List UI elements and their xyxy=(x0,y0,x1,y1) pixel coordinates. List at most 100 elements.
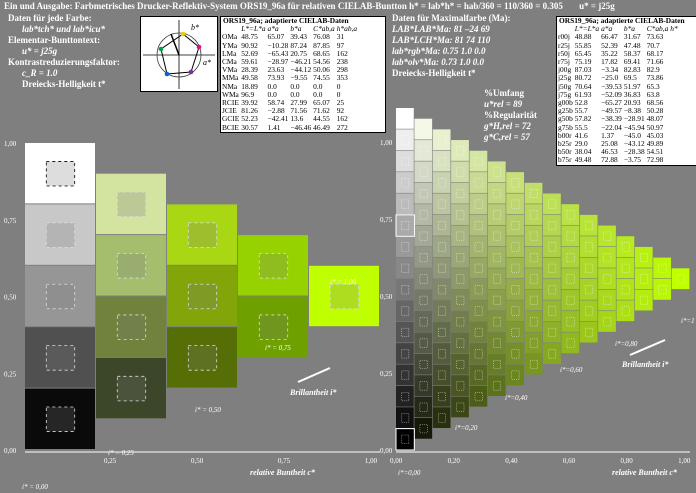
color-patch xyxy=(635,268,653,289)
y-tick-label: 1,00 xyxy=(4,140,17,148)
color-patch xyxy=(451,311,469,332)
sample-patch xyxy=(117,376,145,401)
sample-patch xyxy=(188,284,216,309)
color-patch xyxy=(433,322,451,343)
y-tick-label: 0,25 xyxy=(4,370,17,378)
color-patch xyxy=(396,236,414,257)
y-tick-label: 0,25 xyxy=(380,370,393,378)
color-patch xyxy=(414,290,432,311)
brilliance-label: i* = 1,00 xyxy=(330,278,356,286)
color-patch xyxy=(396,172,414,193)
x-tick-label: 0,75 xyxy=(278,457,291,465)
color-patch xyxy=(414,161,432,182)
color-patch xyxy=(396,365,414,386)
sample-patch xyxy=(188,346,216,371)
y-tick-label: 0,75 xyxy=(4,217,17,225)
color-patch xyxy=(470,279,488,300)
x-tick-label: 0,80 xyxy=(620,457,633,465)
color-patch xyxy=(506,258,524,279)
sample-patch xyxy=(330,284,358,309)
color-patch xyxy=(580,279,598,300)
color-patch xyxy=(488,183,506,204)
color-patch xyxy=(635,247,653,268)
color-patch xyxy=(561,268,579,289)
color-patch xyxy=(506,236,524,257)
x-tick-label: 0,20 xyxy=(448,457,461,465)
sample-patch xyxy=(46,161,74,186)
color-patch xyxy=(525,183,543,204)
color-patch xyxy=(433,279,451,300)
color-patch xyxy=(580,322,598,343)
brilliance-label: i*=0,00 xyxy=(398,469,421,477)
brilliance-label: i* = 0,00 xyxy=(22,483,48,491)
color-patch xyxy=(451,354,469,375)
color-patch xyxy=(488,268,506,289)
sample-patch xyxy=(46,407,74,432)
color-patch xyxy=(470,151,488,172)
brilliance-label: i*=0,20 xyxy=(455,424,478,432)
color-patch xyxy=(506,365,524,386)
color-patch xyxy=(433,215,451,236)
color-patch xyxy=(598,247,616,268)
color-patch xyxy=(598,226,616,247)
color-patch xyxy=(433,258,451,279)
sample-patch xyxy=(46,346,74,371)
color-patch xyxy=(525,268,543,289)
color-patch xyxy=(396,215,414,236)
brilliance-label: i*=0,80 xyxy=(615,340,638,348)
color-patch xyxy=(525,311,543,332)
color-patch xyxy=(580,300,598,321)
color-patch xyxy=(488,161,506,182)
color-patch xyxy=(561,290,579,311)
color-patch xyxy=(414,247,432,268)
y-tick-label: 0,50 xyxy=(4,294,17,302)
color-patch xyxy=(414,119,432,140)
y-tick-label: 0,00 xyxy=(380,447,393,455)
color-patch xyxy=(543,279,561,300)
color-patch xyxy=(414,418,432,439)
color-patch xyxy=(506,215,524,236)
color-patch xyxy=(525,204,543,225)
color-patch xyxy=(470,300,488,321)
color-patch xyxy=(617,279,635,300)
color-patch xyxy=(470,322,488,343)
color-patch xyxy=(396,386,414,407)
color-patch xyxy=(414,204,432,225)
color-patch xyxy=(488,290,506,311)
color-patch xyxy=(414,354,432,375)
color-patch xyxy=(451,268,469,289)
color-patch xyxy=(396,279,414,300)
y-tick-label: 1,00 xyxy=(380,139,393,147)
color-patch xyxy=(506,194,524,215)
color-patch xyxy=(653,258,671,279)
brilliance-axis-label: Brillantheit i* xyxy=(289,388,337,397)
color-patch xyxy=(525,354,543,375)
color-patch xyxy=(672,268,690,289)
color-patch xyxy=(653,279,671,300)
color-patch xyxy=(451,247,469,268)
color-patch xyxy=(433,151,451,172)
x-tick-label: 0,40 xyxy=(505,457,518,465)
sample-patch xyxy=(117,254,145,279)
color-patch xyxy=(543,343,561,364)
color-patch xyxy=(525,226,543,247)
color-patch xyxy=(414,183,432,204)
color-patch xyxy=(470,194,488,215)
color-patch xyxy=(617,236,635,257)
color-patch xyxy=(506,172,524,193)
color-patch xyxy=(470,258,488,279)
color-patch xyxy=(488,375,506,396)
color-patch xyxy=(543,322,561,343)
color-patch xyxy=(580,215,598,236)
x-tick-label: 0,00 xyxy=(390,457,403,465)
color-patch xyxy=(414,226,432,247)
color-patch xyxy=(561,332,579,353)
color-patch xyxy=(525,247,543,268)
color-patch xyxy=(451,204,469,225)
color-patch xyxy=(396,258,414,279)
color-patch xyxy=(396,108,414,129)
color-patch xyxy=(543,300,561,321)
brilliance-label: i* = 0,25 xyxy=(108,449,134,457)
x-tick-label: 1,00 xyxy=(365,457,378,465)
color-patch xyxy=(543,236,561,257)
